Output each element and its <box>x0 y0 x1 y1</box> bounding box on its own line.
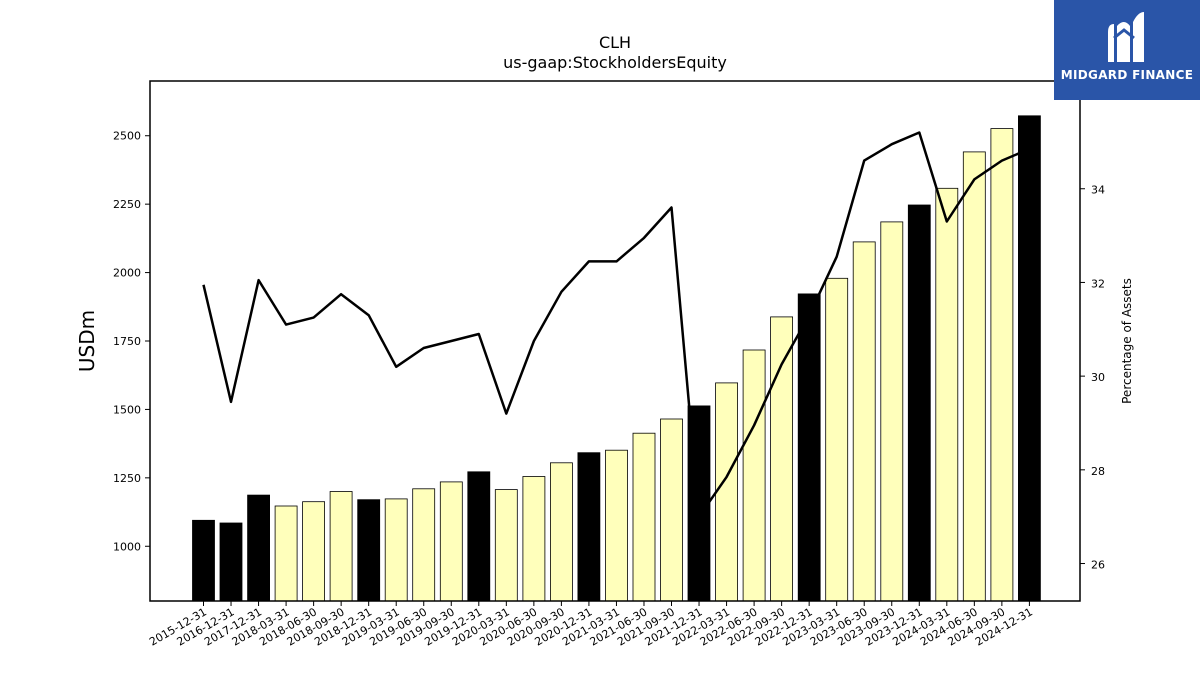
bar-2021-03-31 <box>605 449 628 602</box>
bar-2023-12-31 <box>907 204 931 602</box>
y-tick-label: 1250 <box>113 472 141 485</box>
bar-2023-06-30 <box>852 241 876 602</box>
y2-tick-label: 32 <box>1091 277 1105 290</box>
y2-tick-label: 28 <box>1091 465 1105 478</box>
chart-subtitle: us-gaap:StockholdersEquity <box>503 53 727 72</box>
bar-2017-12-31 <box>247 494 271 602</box>
bar-2024-09-30 <box>990 128 1014 602</box>
y-tick-label: 2500 <box>113 130 141 143</box>
bar-2019-06-30 <box>412 488 436 602</box>
logo-text: MIDGARD FINANCE <box>1060 68 1194 82</box>
bar-2015-12-31 <box>192 519 215 602</box>
bar-2021-09-30 <box>660 418 683 602</box>
y-axis-label: USDm <box>75 310 99 372</box>
left-axis: 1000 1250 1500 1750 2000 2250 2500 <box>113 130 150 553</box>
percentage-of-assets-line <box>202 131 1030 518</box>
bar-2018-03-31 <box>274 505 298 602</box>
bar-2022-03-31 <box>715 382 738 602</box>
x-axis: 2015-12-312016-12-312017-12-312018-03-31… <box>147 601 1035 649</box>
bar-2022-12-31 <box>797 293 821 602</box>
bar-2018-12-31 <box>357 499 381 602</box>
bar-2022-09-30 <box>770 316 793 602</box>
chart-title: CLH <box>599 33 631 52</box>
bar-2020-09-30 <box>550 462 573 602</box>
y-tick-label: 2250 <box>113 198 141 211</box>
bar-2021-06-30 <box>632 432 656 602</box>
y2-axis-label: Percentage of Assets <box>1120 278 1134 404</box>
y2-tick-label: 26 <box>1091 559 1105 572</box>
bars-layer <box>192 115 1041 602</box>
bar-2024-06-30 <box>962 151 986 602</box>
bar-2016-12-31 <box>219 522 243 602</box>
bar-2023-09-30 <box>880 221 904 602</box>
bar-2020-12-31 <box>577 452 601 602</box>
line-layer <box>202 131 1030 518</box>
bar-2023-03-31 <box>825 277 849 602</box>
bar-2019-12-31 <box>467 471 491 602</box>
y-tick-label: 1000 <box>113 540 141 553</box>
bar-2022-06-30 <box>742 349 766 602</box>
logo: MIDGARD FINANCE <box>1054 0 1200 100</box>
bar-2020-03-31 <box>494 489 518 602</box>
bar-2019-03-31 <box>384 498 408 602</box>
bar-2018-06-30 <box>302 501 326 602</box>
bar-2019-09-30 <box>439 481 463 602</box>
bar-2018-09-30 <box>329 491 353 602</box>
y-tick-label: 2000 <box>113 267 141 280</box>
bar-2020-06-30 <box>522 476 546 602</box>
y-tick-label: 1750 <box>113 335 141 348</box>
y2-tick-label: 34 <box>1091 184 1105 197</box>
right-axis: 26 28 30 32 34 <box>1080 184 1105 572</box>
y2-tick-label: 30 <box>1091 371 1105 384</box>
midgard-m-logo-icon <box>1108 12 1144 62</box>
bar-2024-03-31 <box>935 187 959 602</box>
bar-2024-12-31 <box>1018 115 1041 602</box>
y-tick-label: 1500 <box>113 403 141 416</box>
